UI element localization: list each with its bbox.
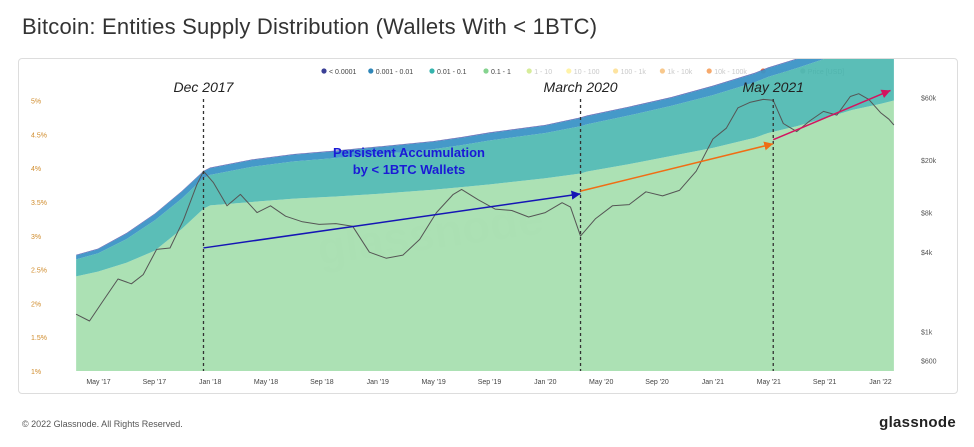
area-0-01-0-1 [76, 38, 894, 277]
y-tick-label: 4.5% [31, 132, 47, 139]
trend-arrows [203, 89, 891, 249]
legend-marker [321, 68, 327, 74]
event-label: Dec 2017 [174, 79, 235, 95]
x-tick-label: May '17 [86, 379, 110, 386]
y-tick-label: 4% [31, 166, 41, 173]
legend-marker [613, 68, 619, 74]
x-tick-label: Jan '18 [199, 379, 221, 386]
legend-label: 10k - 100k [714, 69, 747, 76]
x-tick-label: Jan '21 [702, 379, 724, 386]
y-tick-label-right: $20k [921, 158, 937, 165]
event-label: March 2020 [544, 79, 618, 95]
brand-logo: glassnode [879, 414, 956, 431]
x-tick-label: Jan '20 [534, 379, 556, 386]
legend-label: 1 - 10 [534, 69, 552, 76]
x-tick-label: Sep '18 [310, 379, 334, 386]
x-tick-label: Jan '19 [367, 379, 389, 386]
legend-marker [526, 68, 532, 74]
chart-frame: < 0.0001 0.001 - 0.01 0.01 - 0.1 0.1 - 1 1 -… [18, 28, 958, 394]
copyright-text: © 2022 Glassnode. All Rights Reserved. [22, 419, 183, 429]
y-tick-label-right: $1k [921, 329, 933, 336]
annotation: Persistent Accumulation by < 1BTC Wallets [333, 145, 485, 177]
legend-marker [429, 68, 435, 74]
event-label: May 2021 [742, 79, 803, 95]
price-line [75, 93, 895, 322]
trend-arrow [203, 190, 581, 249]
legend-label: 0.001 - 0.01 [376, 69, 413, 76]
x-tick-label: May '20 [589, 379, 613, 386]
x-tick-label: Jan '22 [869, 379, 891, 386]
y-tick-label: 1.5% [31, 335, 47, 342]
legend-marker [368, 68, 374, 74]
x-axis: May '17 Sep '17 Jan '18 May '18 Sep '18 Jan '… [86, 379, 891, 386]
legend-label: 10 - 100 [574, 69, 600, 76]
y-tick-label: 3.5% [31, 200, 47, 207]
y-tick-label: 2% [31, 301, 41, 308]
legend-label: 1k - 10k [667, 69, 692, 76]
area-0-1-1 [76, 100, 894, 372]
chart[interactable]: < 0.0001 0.001 - 0.01 0.01 - 0.1 0.1 - 1 1 -… [19, 28, 957, 393]
y-tick-label-right: $60k [921, 95, 937, 102]
y-tick-label: 1% [31, 369, 41, 376]
legend-label: 0.1 - 1 [491, 69, 511, 76]
x-tick-label: May '18 [254, 379, 278, 386]
legend-label: 0.01 - 0.1 [437, 69, 467, 76]
y-tick-label: 3% [31, 234, 41, 241]
legend-label: 100 - 1k [621, 69, 647, 76]
x-tick-label: Sep '21 [813, 379, 837, 386]
legend-marker [706, 68, 712, 74]
event-markers: Dec 2017 March 2020 May 2021 [174, 79, 804, 371]
x-tick-label: May '21 [757, 379, 781, 386]
x-tick-label: May '19 [421, 379, 445, 386]
x-tick-label: Sep '17 [143, 379, 167, 386]
y-tick-label: 5% [31, 99, 41, 106]
y-axis-right: $600 $1k $4k $8k $20k $60k [921, 95, 937, 365]
x-tick-label: Sep '19 [478, 379, 502, 386]
legend-marker [566, 68, 572, 74]
trend-arrow [580, 141, 774, 192]
annotation-line-2: by < 1BTC Wallets [353, 162, 466, 177]
trend-arrow [772, 89, 891, 141]
y-tick-label-right: $600 [921, 359, 937, 366]
legend-marker [483, 68, 489, 74]
y-axis-left: 1% 1.5% 2% 2.5% 3% 3.5% 4% 4.5% 5% [31, 99, 47, 376]
price-series [75, 93, 895, 322]
legend-label: < 0.0001 [329, 69, 357, 76]
area-series [76, 28, 894, 372]
annotation-line-1: Persistent Accumulation [333, 145, 485, 160]
y-tick-label-right: $8k [921, 211, 933, 218]
y-tick-label-right: $4k [921, 250, 933, 257]
page-title: Bitcoin: Entities Supply Distribution (W… [22, 14, 598, 39]
legend-marker [659, 68, 666, 74]
y-tick-label: 2.5% [31, 268, 47, 275]
x-tick-label: Sep '20 [645, 379, 669, 386]
